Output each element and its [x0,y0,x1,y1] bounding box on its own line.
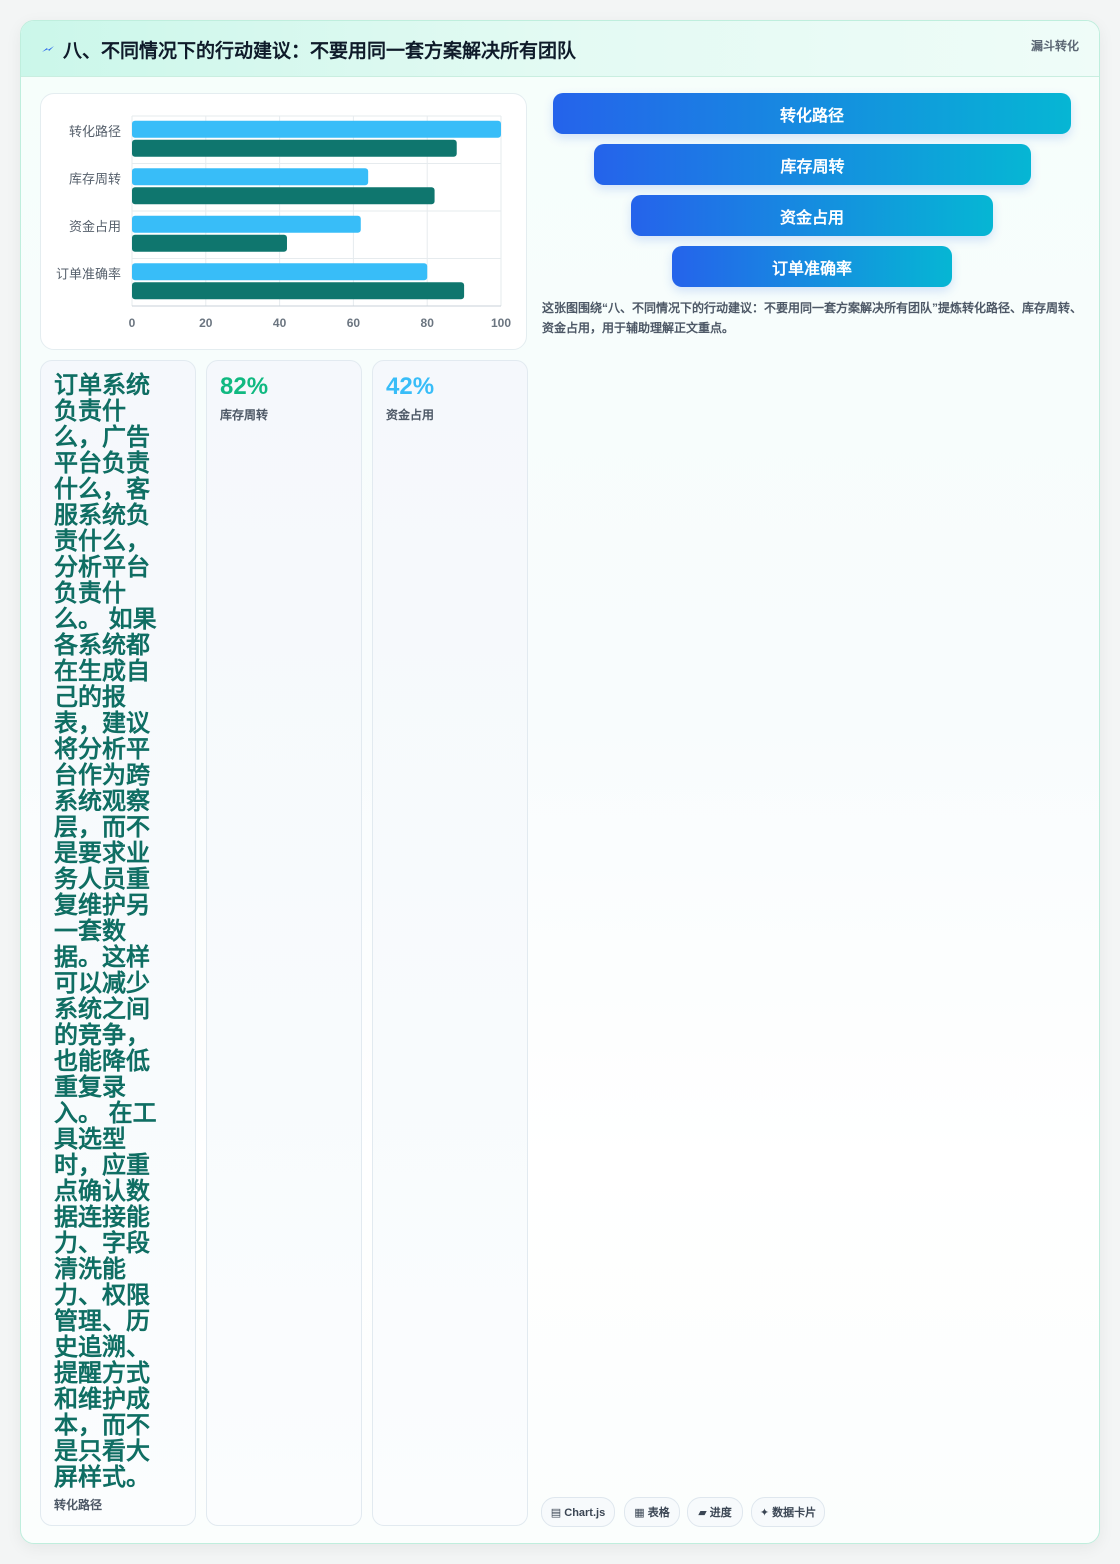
x-tick-label: 60 [347,316,361,330]
stat-card-label: 转化路径 [54,1498,103,1512]
bar-series-2 [132,187,435,205]
y-tick-label: 订单准确率 [56,266,121,281]
page-title: 八、不同情况下的行动建议：不要用同一套方案解决所有团队 [63,41,577,62]
bar-series-1 [132,215,361,233]
chip-progress[interactable]: ▰ 进度 [687,1497,743,1527]
x-tick-label: 0 [129,316,136,330]
y-tick-label: 转化路径 [69,124,121,139]
chart-caption: 这张图围绕“八、不同情况下的行动建议：不要用同一套方案解决所有团队”提炼转化路径… [542,301,1083,335]
x-tick-label: 20 [199,316,213,330]
bar-series-2 [132,234,287,252]
y-tick-label: 资金占用 [69,219,121,234]
section-header: 八、不同情况下的行动建议：不要用同一套方案解决所有团队 漏斗转化 [21,21,1099,77]
stat-card-inventory: 82% 库存周转 [206,360,362,1526]
lightning-icon [42,46,54,52]
funnel-stage-3: 资金占用 [631,195,993,236]
chip-data-card[interactable]: ✦ 数据卡片 [751,1497,825,1527]
main-card: 八、不同情况下的行动建议：不要用同一套方案解决所有团队 漏斗转化 转化路径库存周… [20,20,1100,1544]
bar-series-1 [132,168,369,186]
funnel-panel: 转化路径 库存周转 资金占用 订单准确率 [541,93,1081,353]
bar-series-2 [132,139,457,157]
chip-table[interactable]: ▦ 表格 [624,1497,680,1527]
stat-card-label: 库存周转 [220,408,269,422]
bar-chart-panel: 转化路径库存周转资金占用订单准确率 0 20 40 60 80 100 [40,93,527,350]
x-tick-label: 40 [273,316,287,330]
stat-card-value: 82% [220,373,269,400]
stat-card-text: 订单系统负责什么，广告平台负责什么，客服系统负责什么，分析平台负责什么。 如果各… [40,360,196,1526]
funnel-stage-2: 库存周转 [594,144,1031,185]
bar-series-1 [132,120,501,138]
stat-card-value: 42% [386,373,435,400]
chart-type-tag: 漏斗转化 [1030,39,1079,53]
funnel-stage-4: 订单准确率 [672,246,952,287]
x-tick-label: 100 [491,316,511,330]
stat-card-longtext: 订单系统负责什么，广告平台负责什么，客服系统负责什么，分析平台负责什么。 如果各… [54,372,157,1491]
y-tick-label: 库存周转 [69,171,121,186]
chip-chartjs[interactable]: ▤ Chart.js [541,1497,615,1527]
stat-card-capital: 42% 资金占用 [372,360,528,1526]
bar-series-1 [132,263,428,281]
stat-card-label: 资金占用 [386,408,435,422]
x-tick-label: 80 [421,316,435,330]
bar-series-2 [132,282,465,300]
funnel-stage-1: 转化路径 [553,93,1071,134]
